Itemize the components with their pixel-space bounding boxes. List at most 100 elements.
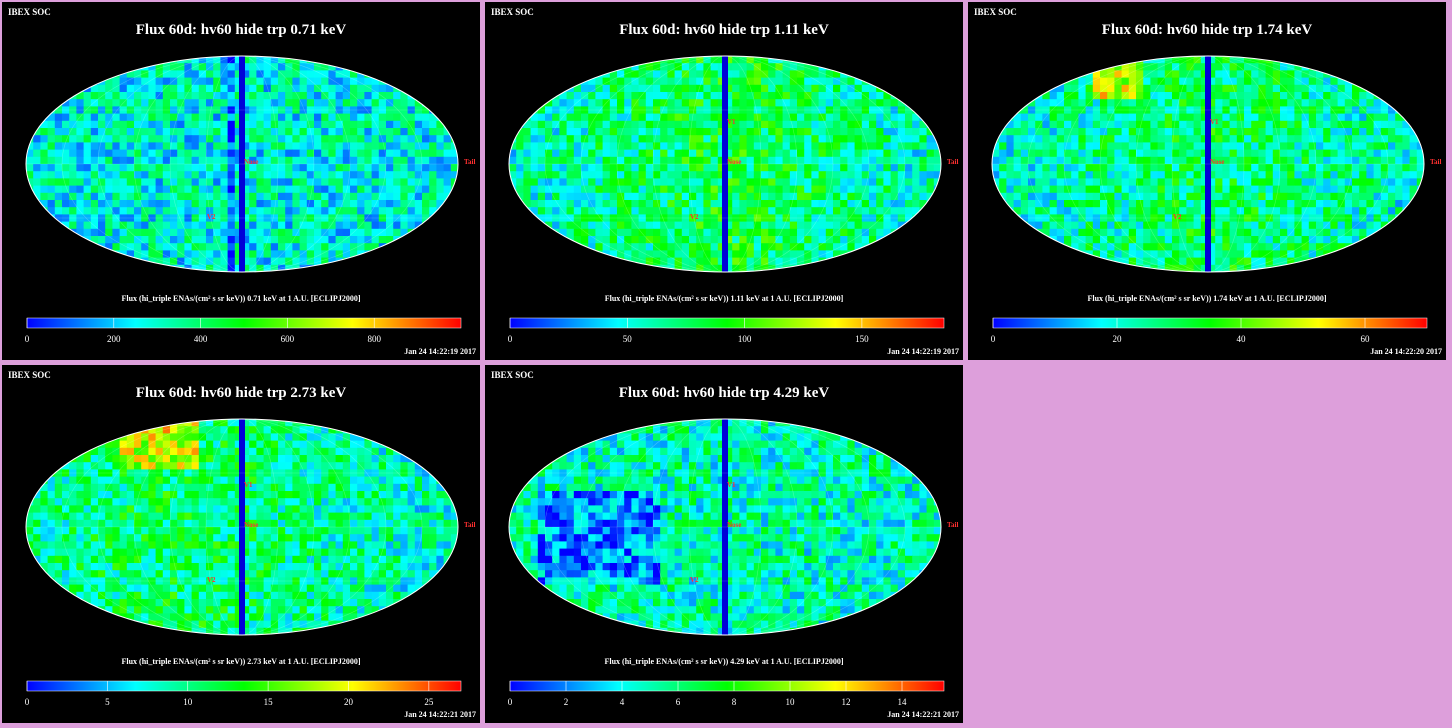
flux-pixel xyxy=(414,142,423,151)
flux-pixel xyxy=(1085,214,1094,223)
flux-pixel xyxy=(198,214,207,223)
map-outline xyxy=(25,55,459,273)
flux-pixel xyxy=(1121,99,1130,107)
flux-pixel xyxy=(119,106,128,115)
flux-pixel xyxy=(386,164,394,172)
flux-pixel xyxy=(919,156,928,165)
flux-pixel xyxy=(775,63,784,71)
flux-pixel xyxy=(1395,185,1403,194)
flux-pixel xyxy=(1035,185,1043,194)
flux-pixel xyxy=(386,120,394,129)
flux-pixel xyxy=(436,264,445,272)
flux-pixel xyxy=(450,99,458,107)
flux-pixel xyxy=(509,120,517,129)
flux-pixel xyxy=(1416,99,1424,107)
flux-pixel xyxy=(595,77,604,86)
flux-pixel xyxy=(1236,113,1245,122)
flux-pixel xyxy=(40,56,49,64)
flux-pixel xyxy=(1272,185,1281,194)
flux-pixel xyxy=(1287,149,1295,158)
flux-pixel xyxy=(797,120,805,129)
flux-pixel xyxy=(1136,135,1144,143)
flux-pixel xyxy=(739,243,748,251)
flux-pixel xyxy=(530,171,539,179)
flux-pixel xyxy=(696,250,704,259)
flux-pixel xyxy=(1121,56,1130,64)
flux-pixel xyxy=(1316,113,1324,122)
flux-pixel xyxy=(761,214,769,223)
flux-pixel xyxy=(1107,178,1115,187)
flux-pixel xyxy=(1395,149,1403,158)
flux-pixel xyxy=(350,120,358,129)
flux-pixel xyxy=(314,106,322,115)
flux-pixel xyxy=(1179,56,1187,64)
flux-pixel xyxy=(595,84,604,93)
flux-pixel xyxy=(1136,178,1144,187)
flux-pixel xyxy=(249,185,257,194)
flux-pixel xyxy=(1265,164,1274,172)
flux-pixel xyxy=(588,171,596,179)
flux-pixel xyxy=(753,171,762,179)
flux-pixel xyxy=(378,214,387,223)
flux-pixel xyxy=(545,70,553,79)
flux-pixel xyxy=(119,221,128,230)
flux-pixel xyxy=(177,156,185,165)
colorbar-tick-label: 600 xyxy=(281,334,295,344)
flux-pixel xyxy=(350,63,358,71)
flux-pixel xyxy=(840,164,848,172)
flux-pixel xyxy=(545,214,553,223)
flux-pixel xyxy=(1056,164,1065,172)
flux-pixel xyxy=(667,99,676,107)
flux-pixel xyxy=(141,113,149,122)
flux-pixel xyxy=(1337,120,1346,129)
flux-pixel xyxy=(1085,142,1094,151)
flux-pixel xyxy=(825,236,834,244)
flux-pixel xyxy=(746,120,755,129)
flux-pixel xyxy=(249,221,257,230)
flux-pixel xyxy=(105,228,113,237)
flux-pixel xyxy=(335,164,344,172)
flux-pixel xyxy=(386,99,394,107)
flux-pixel xyxy=(818,207,827,215)
flux-pixel xyxy=(1143,63,1151,71)
flux-pixel xyxy=(523,214,532,223)
flux-pixel xyxy=(653,156,661,165)
flux-pixel xyxy=(1395,56,1403,64)
flux-pixel xyxy=(653,142,661,151)
flux-pixel xyxy=(321,221,329,230)
flux-pixel xyxy=(321,106,329,115)
flux-pixel xyxy=(653,99,661,107)
flux-pixel xyxy=(717,99,726,107)
flux-pixel xyxy=(847,200,856,208)
flux-pixel xyxy=(789,221,798,230)
flux-pixel xyxy=(83,257,92,266)
flux-pixel xyxy=(768,192,776,201)
meridian-line xyxy=(97,56,387,272)
flux-pixel xyxy=(364,264,373,272)
flux-pixel xyxy=(869,228,877,237)
flux-pixel xyxy=(321,164,329,172)
flux-pixel xyxy=(559,156,568,165)
flux-pixel xyxy=(378,257,387,266)
flux-pixel xyxy=(703,106,712,115)
flux-pixel xyxy=(782,221,791,230)
flux-pixel xyxy=(1179,70,1187,79)
flux-pixel xyxy=(861,70,870,79)
flux-pixel xyxy=(76,99,85,107)
flux-pixel xyxy=(1164,207,1173,215)
flux-pixel xyxy=(443,221,452,230)
flux-pixel xyxy=(47,84,56,93)
flux-pixel xyxy=(811,70,820,79)
flux-pixel xyxy=(119,257,128,266)
flux-pixel xyxy=(897,207,906,215)
flux-pixel xyxy=(1330,99,1339,107)
flux-pixel xyxy=(638,171,647,179)
flux-pixel xyxy=(450,221,458,230)
flux-pixel xyxy=(242,221,250,230)
flux-pixel xyxy=(321,56,329,64)
flux-pixel xyxy=(292,236,301,244)
flux-pixel xyxy=(1107,156,1115,165)
flux-pixel xyxy=(429,192,437,201)
flux-pixel xyxy=(509,192,517,201)
flux-pixel xyxy=(184,99,193,107)
